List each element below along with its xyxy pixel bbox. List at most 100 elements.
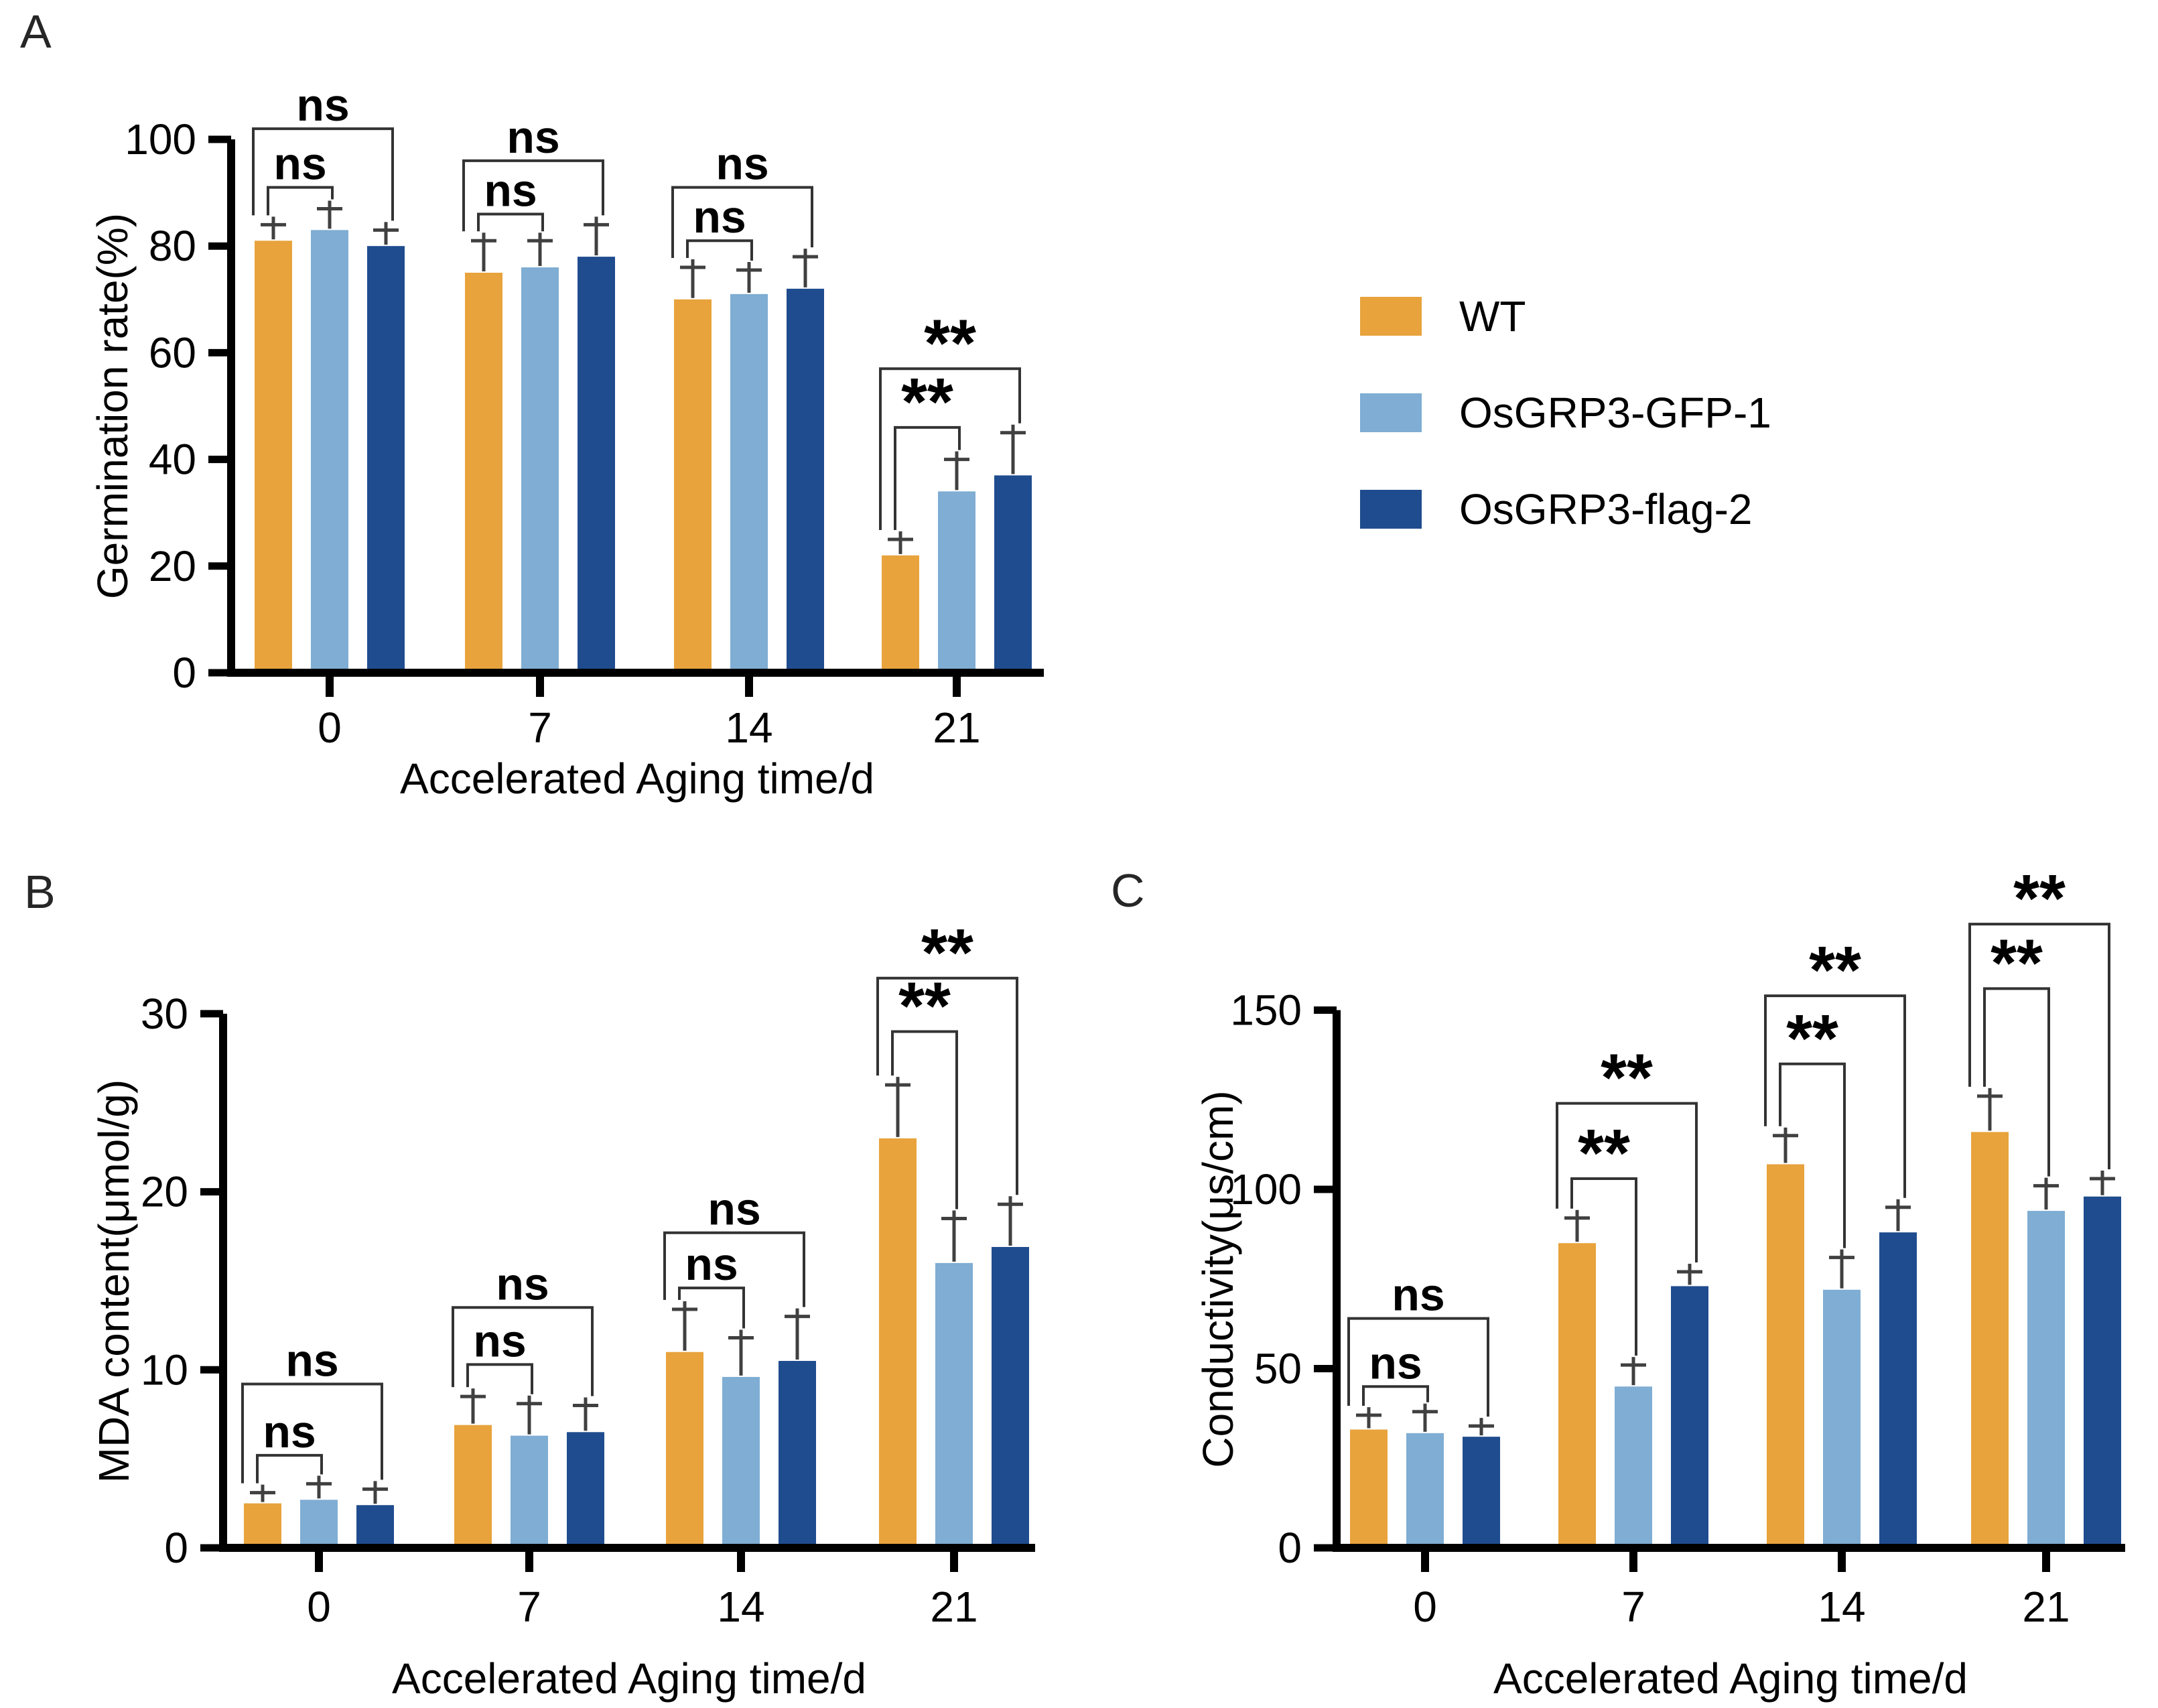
panel-b-letter: B — [24, 866, 56, 918]
sig-label: ns — [263, 1406, 316, 1457]
bar-osgrp3-gfp-1 — [300, 1500, 338, 1548]
sig-label: ns — [716, 139, 768, 190]
legend-item-wt: WT — [1360, 295, 1771, 338]
bar-osgrp3-flag-2 — [567, 1432, 604, 1548]
panel-a-y-axis-title: Germination rate(%) — [88, 212, 137, 600]
sig-bracket — [1764, 994, 1906, 1198]
sig-bracket — [256, 1453, 323, 1484]
bar-osgrp3-flag-2 — [992, 1246, 1029, 1548]
legend-label-osgrp3-gfp-1: OsGRP3-GFP-1 — [1459, 389, 1771, 437]
legend-item-osgrp3-gfp-1: OsGRP3-GFP-1 — [1360, 391, 1771, 434]
legend: WT OsGRP3-GFP-1 OsGRP3-flag-2 — [1360, 295, 1771, 584]
x-tick-label: 0 — [318, 704, 342, 752]
x-tick-label: 21 — [933, 704, 980, 752]
y-tick-label: 100 — [1230, 1165, 1302, 1213]
bar-wt — [1558, 1243, 1596, 1548]
x-tick-label: 14 — [1818, 1583, 1865, 1631]
y-tick-label: 50 — [1254, 1345, 1302, 1393]
sig-label: ** — [1991, 925, 2043, 1000]
sig-bracket — [876, 976, 1018, 1195]
bar-osgrp3-flag-2 — [367, 246, 405, 673]
sig-bracket — [686, 239, 753, 261]
sig-label: ns — [707, 1184, 760, 1235]
sig-label: ns — [285, 1335, 338, 1386]
panel-c-letter: C — [1111, 864, 1145, 917]
x-tick-label: 21 — [930, 1583, 977, 1631]
y-tick-label: 0 — [1278, 1524, 1302, 1572]
sig-label: ** — [1786, 1001, 1838, 1076]
y-tick-label: 100 — [125, 115, 196, 163]
sig-label: ** — [1809, 933, 1861, 1008]
bar-osgrp3-gfp-1 — [938, 491, 975, 673]
sig-bracket — [891, 1030, 958, 1209]
sig-label: ** — [901, 365, 953, 440]
sig-bracket — [1983, 987, 2050, 1177]
sig-bracket — [671, 186, 813, 259]
bar-wt — [255, 241, 292, 673]
bar-osgrp3-flag-2 — [1879, 1232, 1917, 1548]
x-tick-label: 14 — [717, 1583, 764, 1631]
sig-label: ** — [924, 306, 976, 381]
legend-item-osgrp3-flag-2: OsGRP3-flag-2 — [1360, 488, 1771, 531]
sig-bracket — [241, 1382, 383, 1484]
bar-osgrp3-gfp-1 — [1615, 1386, 1652, 1548]
sig-bracket — [267, 186, 334, 216]
panel-a-letter: A — [20, 5, 52, 58]
x-tick-label: 14 — [725, 704, 772, 752]
sig-label: ** — [1578, 1116, 1630, 1191]
x-tick-label: 0 — [307, 1583, 331, 1631]
legend-swatch-wt — [1360, 297, 1422, 336]
bar-wt — [674, 299, 712, 673]
sig-bracket — [879, 367, 1021, 530]
sig-bracket — [462, 159, 604, 232]
bar-wt — [1767, 1164, 1804, 1548]
sig-bracket — [1347, 1317, 1489, 1417]
y-tick-label: 80 — [149, 222, 196, 270]
y-tick-label: 0 — [172, 649, 196, 697]
sig-bracket — [1556, 1102, 1698, 1263]
panel-b-y-axis-title: MDA content(μmol/g) — [90, 1079, 138, 1484]
legend-label-wt: WT — [1459, 292, 1526, 340]
bar-wt — [882, 555, 919, 673]
sig-bracket — [663, 1231, 805, 1307]
sig-bracket — [252, 127, 394, 221]
x-tick-label: 7 — [1621, 1583, 1645, 1631]
bar-osgrp3-gfp-1 — [1823, 1289, 1861, 1548]
sig-bracket — [678, 1287, 745, 1329]
sig-label: ns — [693, 192, 746, 243]
bar-osgrp3-gfp-1 — [2027, 1211, 2065, 1548]
panel-a-x-axis-title: Accelerated Aging time/d — [400, 754, 874, 803]
panel-b-x-axis-title: Accelerated Aging time/d — [392, 1654, 866, 1703]
bar-wt — [1350, 1429, 1388, 1548]
sig-label: ns — [473, 1315, 526, 1366]
panel-c-x-axis-title: Accelerated Aging time/d — [1493, 1654, 1968, 1703]
bar-osgrp3-gfp-1 — [722, 1376, 760, 1548]
bar-osgrp3-flag-2 — [356, 1505, 394, 1548]
legend-label-osgrp3-flag-2: OsGRP3-flag-2 — [1459, 485, 1753, 533]
bar-osgrp3-gfp-1 — [521, 267, 559, 673]
sig-bracket — [466, 1363, 533, 1394]
sig-label: ns — [484, 165, 537, 216]
y-tick-label: 40 — [149, 436, 196, 484]
sig-bracket — [1570, 1177, 1637, 1356]
bar-osgrp3-gfp-1 — [311, 230, 348, 673]
bar-wt — [465, 273, 502, 673]
x-tick-label: 7 — [528, 704, 552, 752]
y-tick-label: 60 — [149, 328, 196, 377]
bar-osgrp3-flag-2 — [2084, 1196, 2121, 1548]
sig-label: ns — [1369, 1337, 1422, 1388]
sig-label: ns — [496, 1258, 549, 1309]
bar-wt — [454, 1425, 492, 1548]
sig-bracket — [477, 212, 544, 232]
bar-osgrp3-flag-2 — [994, 475, 1032, 673]
sig-label: ** — [1601, 1041, 1653, 1116]
y-tick-label: 150 — [1230, 986, 1302, 1035]
bar-osgrp3-gfp-1 — [511, 1435, 548, 1548]
sig-bracket — [452, 1306, 594, 1396]
sig-label: ** — [2013, 861, 2066, 936]
sig-label: ns — [685, 1239, 738, 1290]
x-tick-label: 7 — [517, 1583, 541, 1631]
sig-label: ** — [921, 915, 973, 990]
y-tick-label: 0 — [164, 1524, 188, 1572]
